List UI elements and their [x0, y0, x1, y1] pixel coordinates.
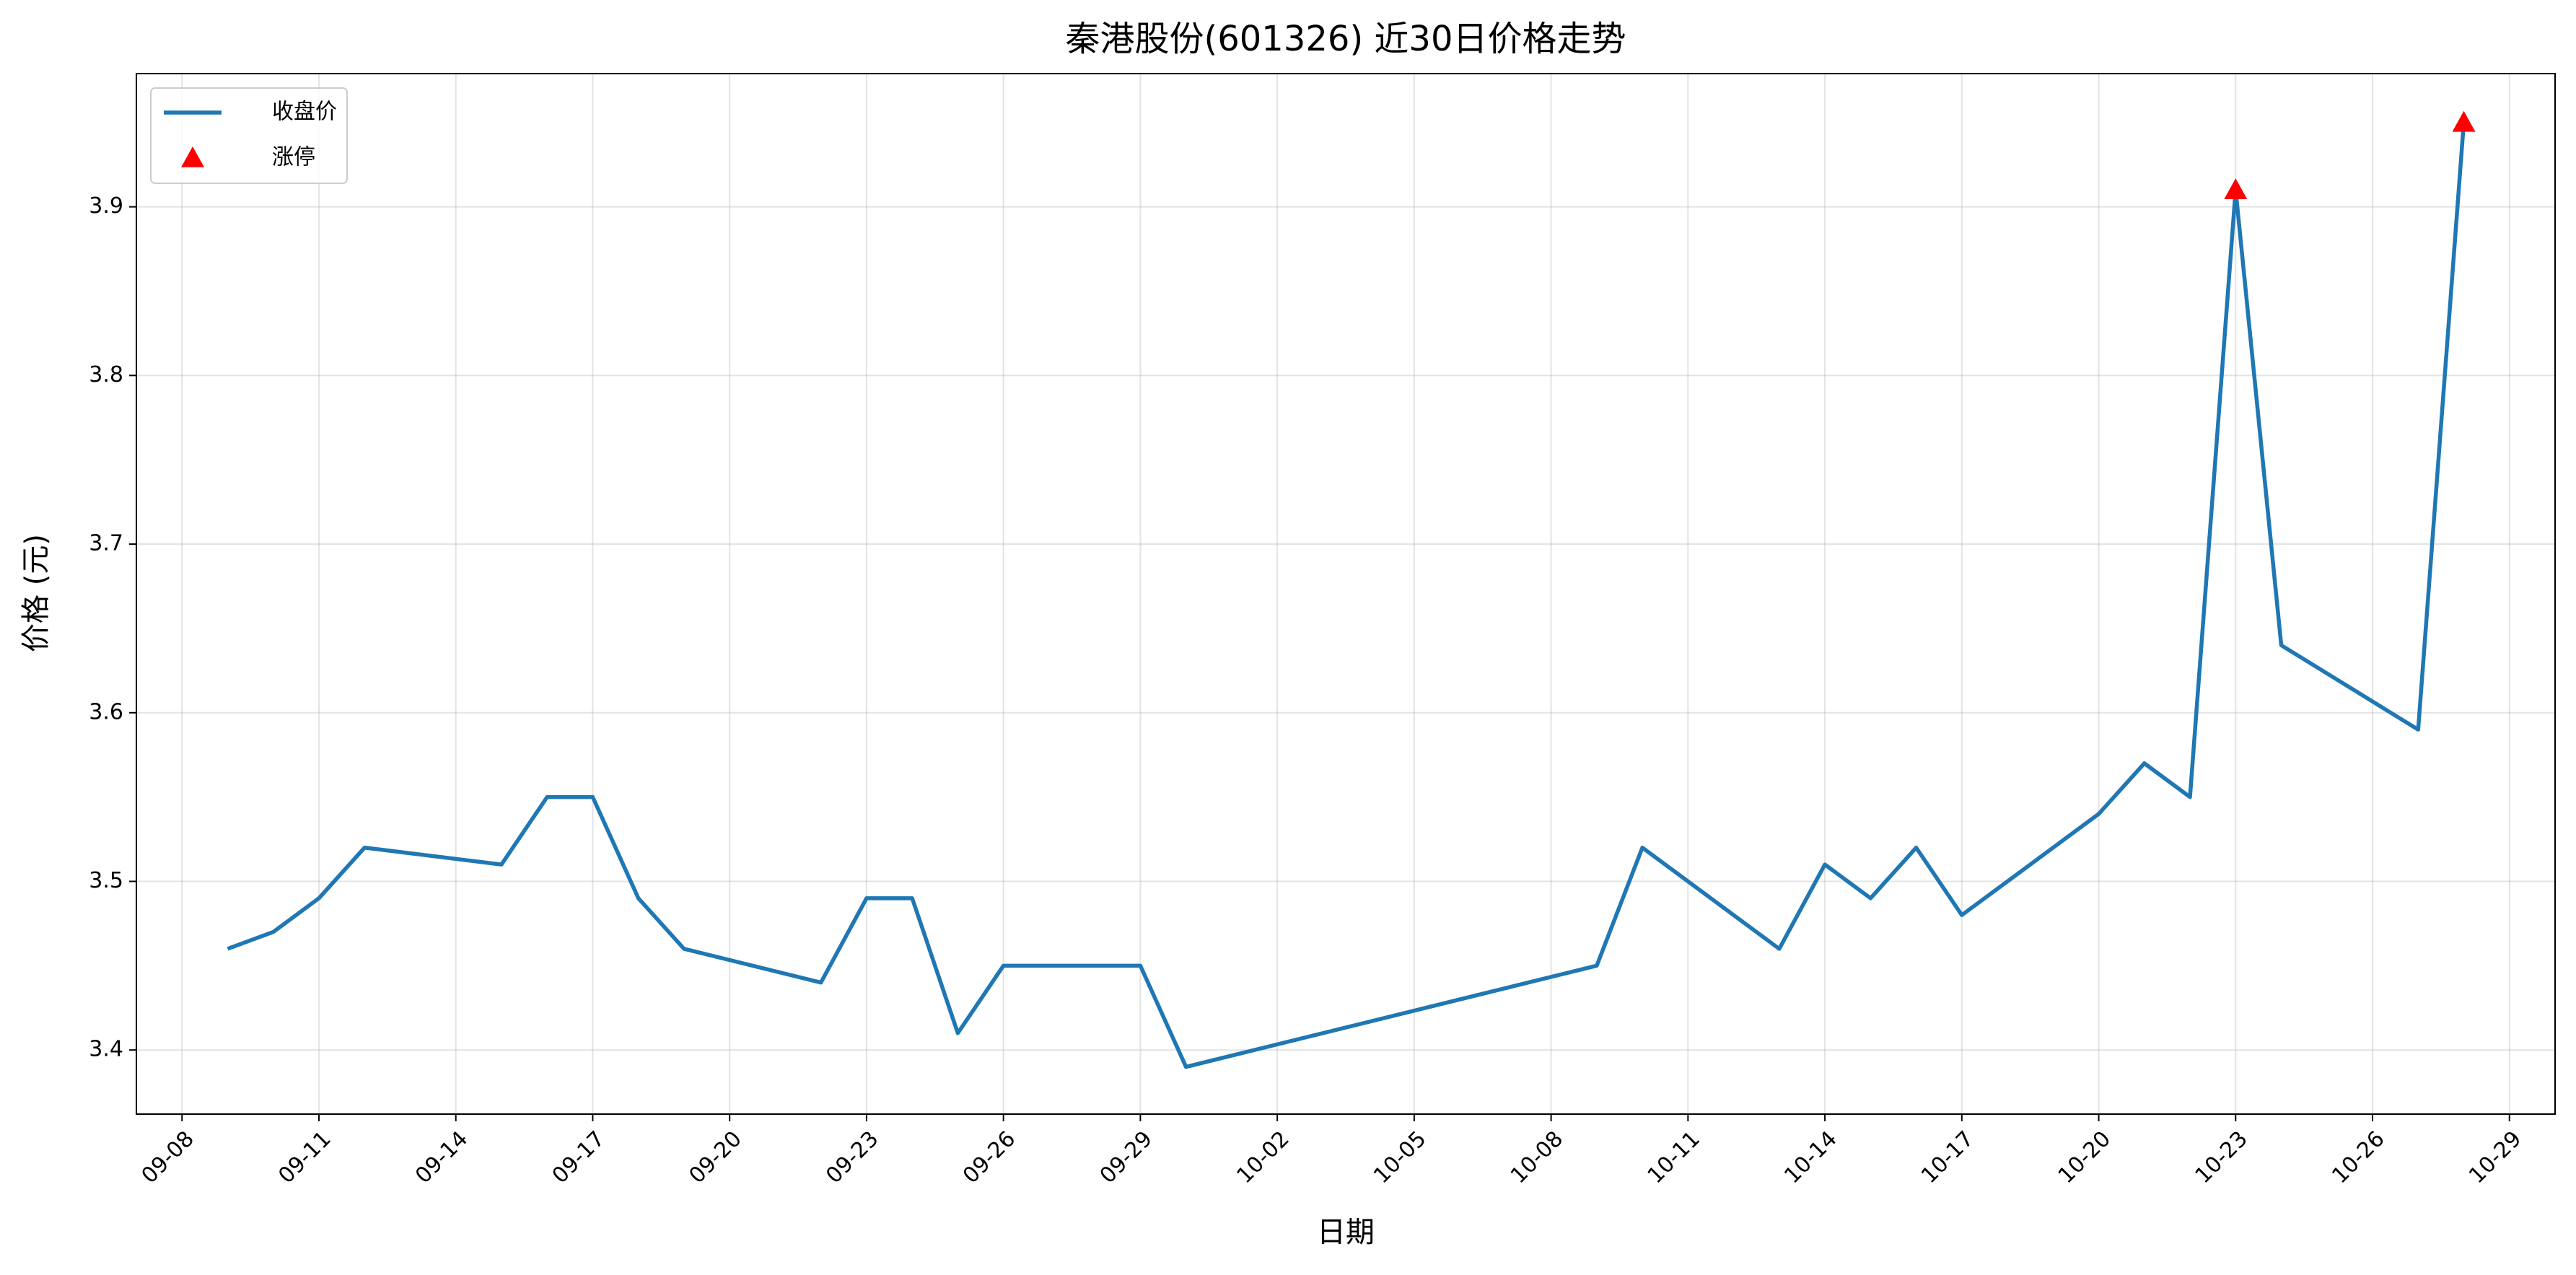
plot-frame: [136, 73, 2556, 1115]
x-axis-label: 日期: [1317, 1216, 1375, 1249]
y-tick-label: 3.6: [89, 699, 123, 724]
legend-marker: [181, 146, 204, 167]
y-tick-label: 3.8: [89, 362, 123, 387]
legend-label: 收盘价: [272, 100, 337, 125]
y-tick-label: 3.7: [89, 531, 123, 556]
limit-up-marker: [2452, 110, 2476, 132]
y-tick-label: 3.4: [89, 1037, 123, 1062]
limit-up-marker: [2224, 178, 2248, 200]
y-tick-label: 3.9: [89, 193, 123, 219]
y-axis-label: 价格 (元): [19, 534, 53, 652]
legend-label: 涨停: [272, 145, 315, 170]
chart-title: 秦港股份(601326) 近30日价格走势: [1065, 19, 1626, 59]
y-tick-label: 3.5: [89, 868, 123, 893]
price-line: [227, 122, 2466, 1069]
